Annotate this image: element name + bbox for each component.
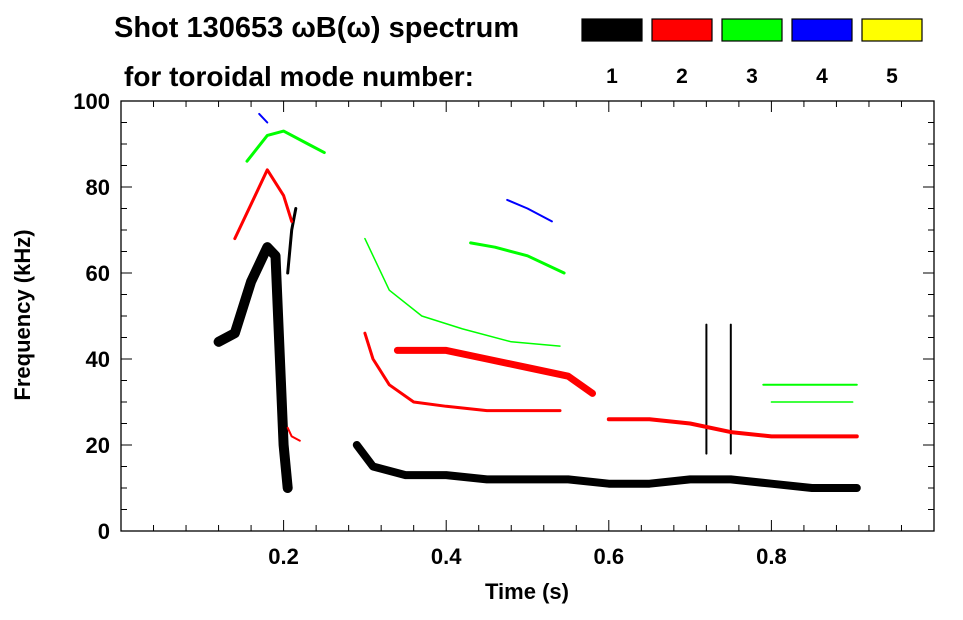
plot-area	[213, 112, 861, 493]
mode-1-trace-2	[286, 207, 298, 275]
chart-title-line1: Shot 130653 ωB(ω) spectrum	[114, 12, 519, 44]
mode-1-trace-3	[352, 441, 861, 492]
x-tick-label: 0.8	[756, 544, 787, 569]
y-tick-label: 20	[86, 433, 110, 458]
mode-2-trace-1	[233, 168, 294, 241]
axes: 0 20 40 60 80 100 0.2 0.4 0.6 0.8	[73, 89, 935, 569]
y-tick-label: 0	[98, 519, 110, 544]
legend-label-1: 1	[606, 65, 618, 88]
mode-3-trace-3	[469, 241, 566, 275]
x-axis-label: Time (s)	[485, 579, 569, 604]
y-tick-label: 80	[86, 175, 110, 200]
x-tick-label: 0.2	[268, 544, 299, 569]
mode-1-trace-1	[213, 242, 293, 493]
y-axis-label: Frequency (kHz)	[10, 229, 35, 400]
chart-title-line2: for toroidal mode number:	[124, 61, 474, 92]
mode-3-trace-1	[245, 129, 326, 163]
mode-3-trace-2	[364, 237, 561, 347]
legend: 1 2 3 4 5	[581, 18, 923, 88]
legend-label-4: 4	[816, 65, 828, 88]
legend-label-3: 3	[746, 65, 758, 88]
mode-4-trace-2	[506, 198, 553, 223]
mode-2-trace-2	[286, 426, 301, 442]
legend-swatch-3	[721, 18, 783, 42]
mode-2-trace-5	[606, 417, 859, 439]
x-tick-label: 0.6	[594, 544, 625, 569]
legend-swatch-2	[651, 18, 713, 42]
x-tick-label: 0.4	[431, 544, 462, 569]
legend-swatch-5	[861, 18, 923, 42]
y-tick-label: 60	[86, 261, 110, 286]
legend-swatch-4	[791, 18, 853, 42]
legend-label-5: 5	[886, 65, 898, 88]
mode-4-trace-1	[258, 112, 269, 124]
y-tick-label: 40	[86, 347, 110, 372]
mode-2-trace-4	[393, 346, 596, 397]
legend-label-2: 2	[676, 65, 688, 88]
mode-2-trace-3	[363, 331, 562, 413]
y-tick-label: 100	[73, 89, 110, 114]
legend-swatch-1	[581, 18, 643, 42]
